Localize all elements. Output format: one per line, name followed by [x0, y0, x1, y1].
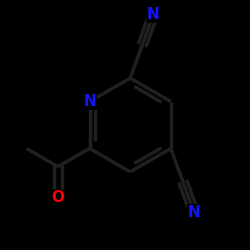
Text: N: N	[147, 7, 160, 22]
Text: N: N	[83, 94, 96, 109]
Text: N: N	[188, 204, 200, 220]
Text: O: O	[52, 190, 64, 206]
